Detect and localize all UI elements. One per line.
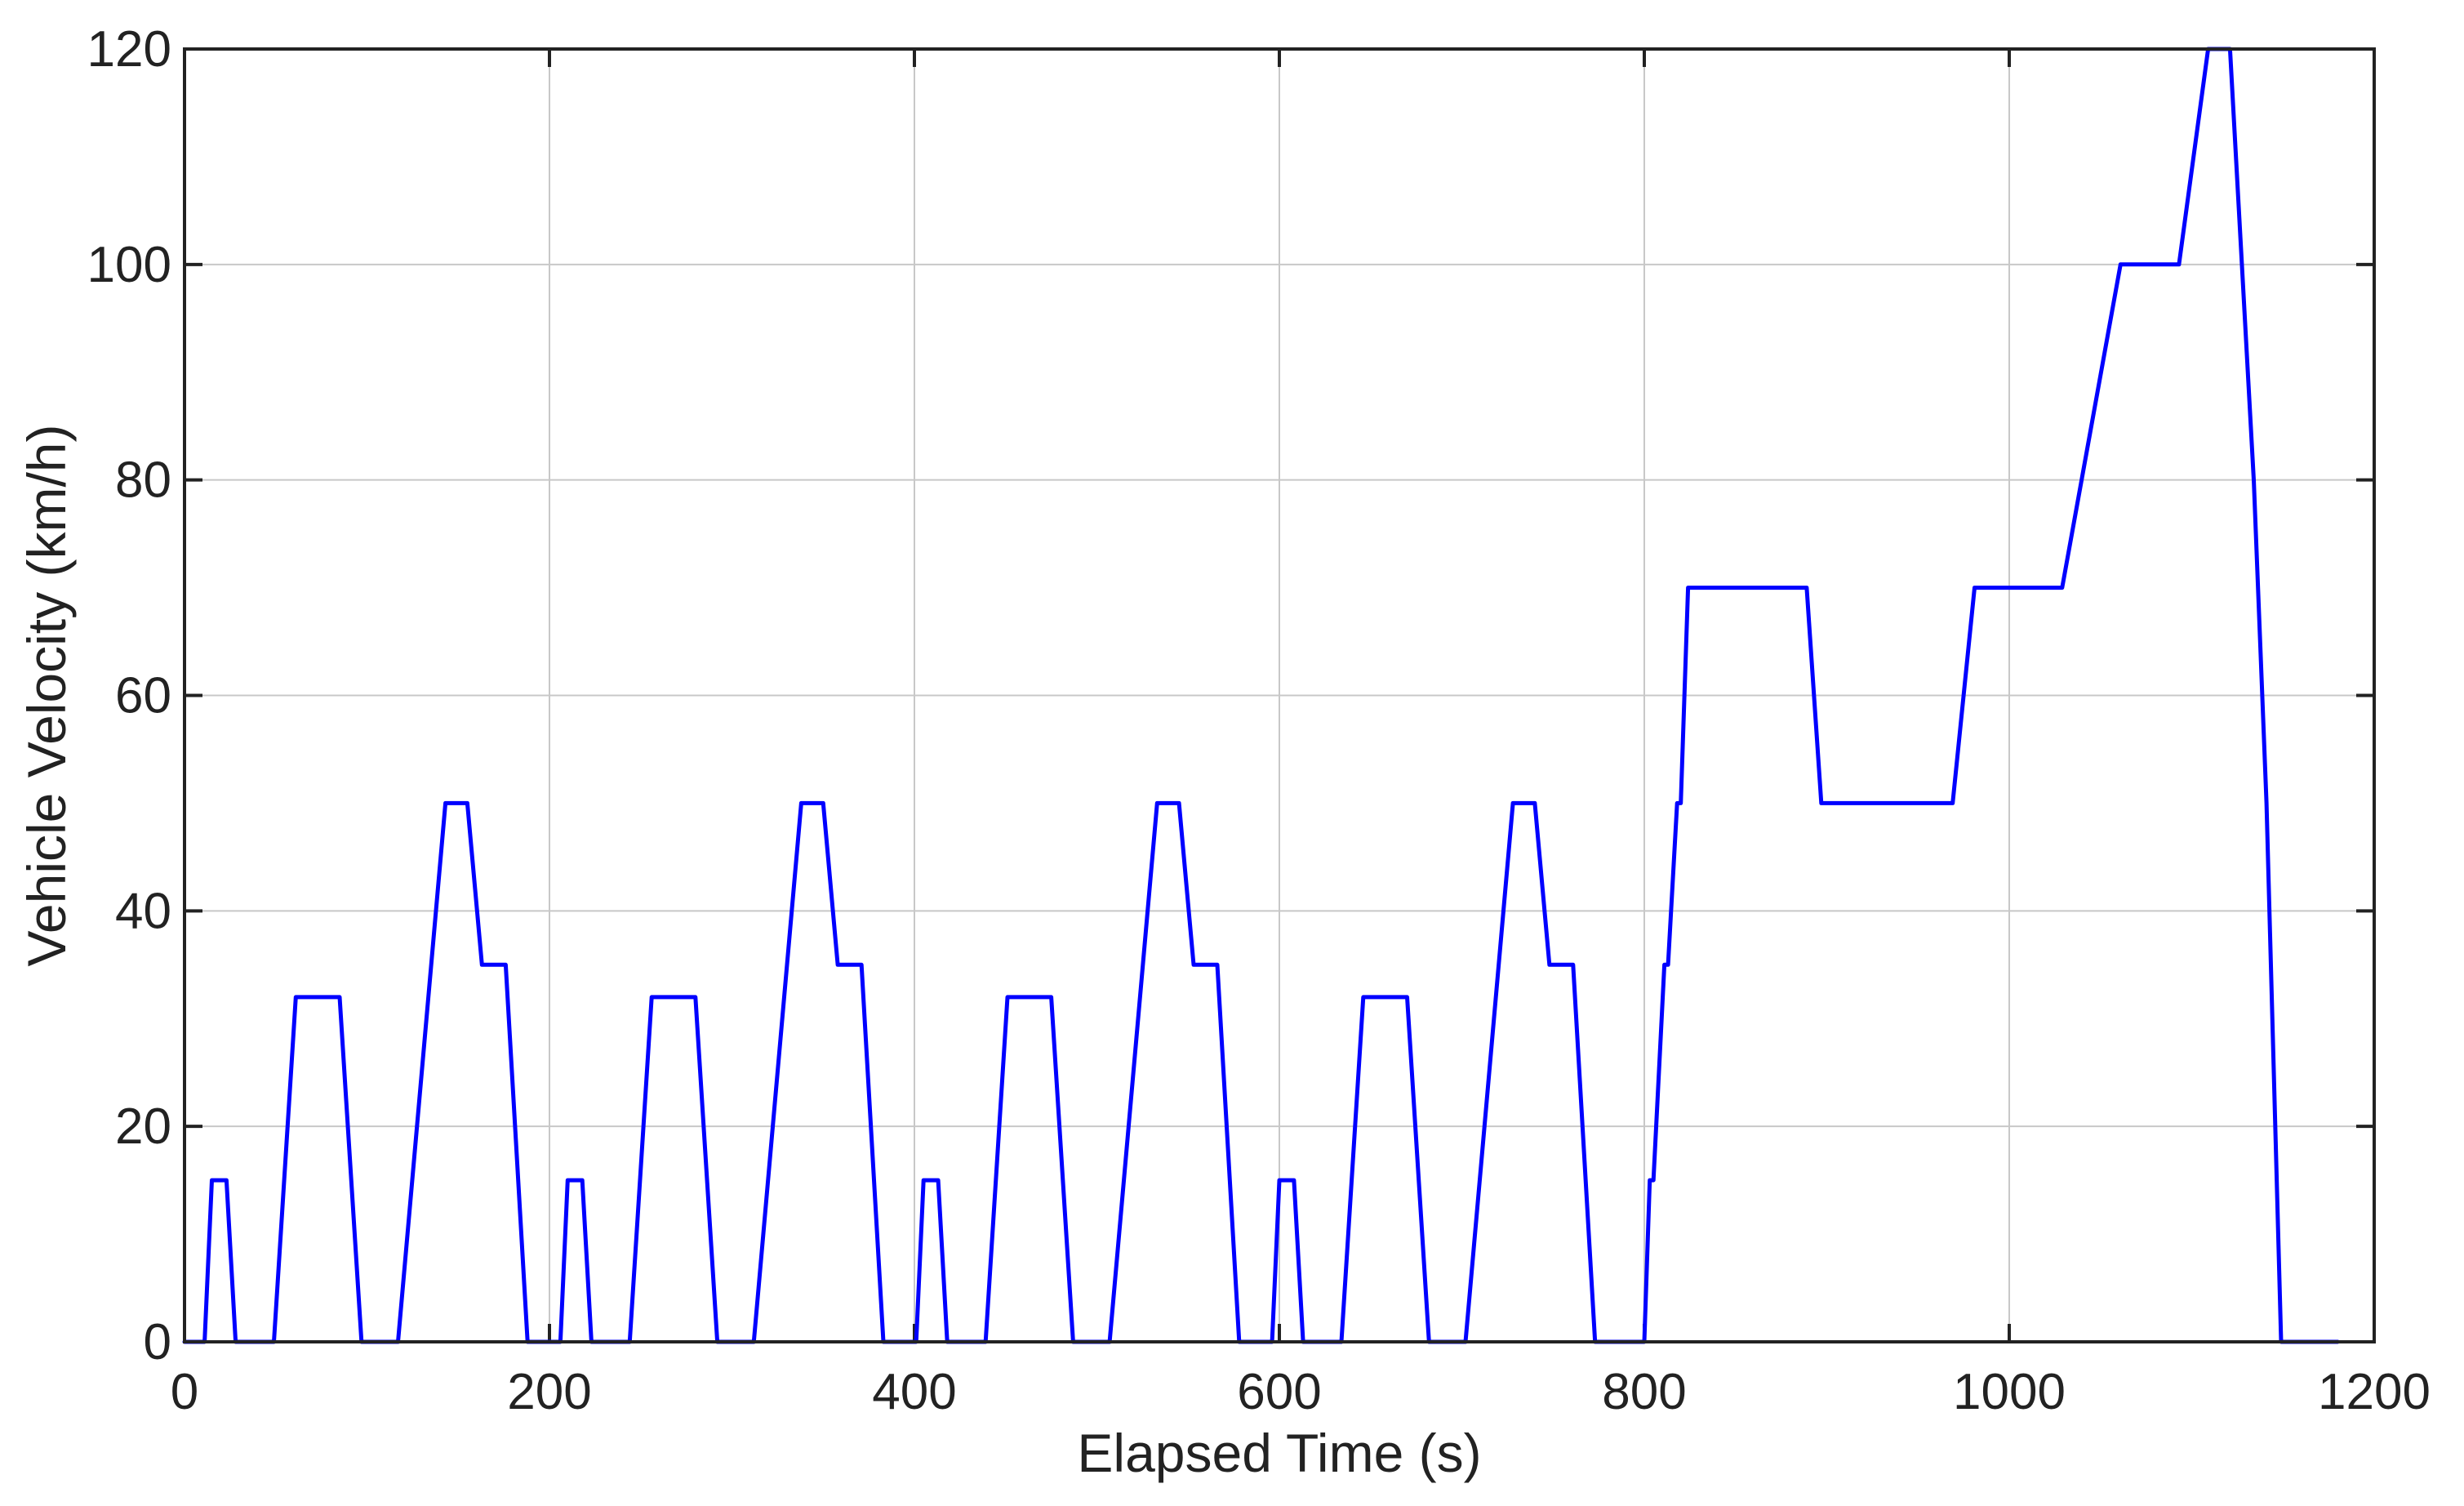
x-tick-label: 1200 <box>2318 1364 2431 1420</box>
x-tick-label: 1000 <box>1953 1364 2066 1420</box>
x-tick-label: 0 <box>171 1364 198 1420</box>
y-tick-label: 80 <box>115 452 171 509</box>
y-tick-label: 0 <box>144 1314 171 1370</box>
grid <box>185 49 2374 1342</box>
y-tick-label: 120 <box>87 21 171 78</box>
x-tick-label: 400 <box>872 1364 956 1420</box>
y-tick-label: 60 <box>115 668 171 724</box>
x-tick-label: 200 <box>507 1364 591 1420</box>
x-tick-label: 800 <box>1602 1364 1686 1420</box>
y-tick-label: 20 <box>115 1098 171 1155</box>
x-tick-label: 600 <box>1237 1364 1321 1420</box>
tick-labels: 0 200 400 600 800 1000 1200 0 20 40 60 80 100 120 <box>87 21 2431 1420</box>
y-axis-label: Vehicle Velocity (km/h) <box>16 425 77 967</box>
axes-frame <box>183 47 2376 1343</box>
y-tick-label: 100 <box>87 237 171 293</box>
x-axis-label: Elapsed Time (s) <box>1077 1423 1481 1483</box>
y-tick-label: 40 <box>115 883 171 939</box>
